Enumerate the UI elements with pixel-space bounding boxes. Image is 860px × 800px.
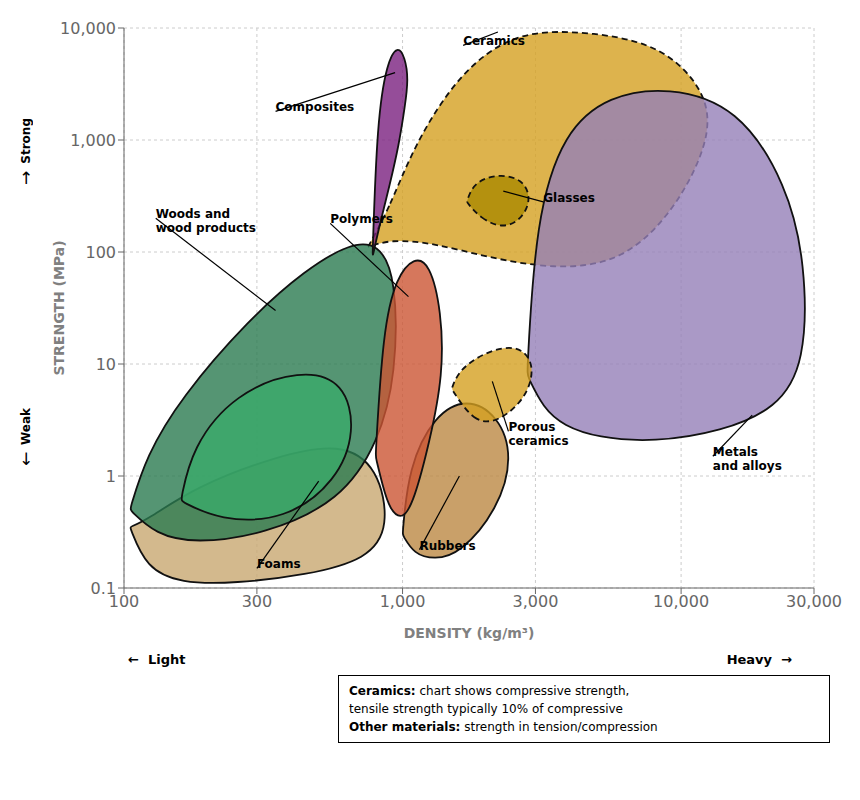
svg-text:300: 300: [242, 592, 273, 611]
html-text:Strong: Strong: [19, 118, 33, 164]
svg-text:1: 1: [106, 467, 116, 486]
svg-text:30,000: 30,000: [786, 592, 842, 611]
html-text:← Light: ← Light: [128, 652, 186, 667]
svg-text:10: 10: [96, 355, 116, 374]
svg-text:10,000: 10,000: [60, 19, 116, 38]
html-text:Ceramics: chart shows compress: Ceramics: chart shows compressive streng…: [349, 684, 630, 698]
svg-text:Glasses: Glasses: [543, 191, 595, 205]
svg-text:1,000: 1,000: [70, 131, 116, 150]
svg-text:Polymers: Polymers: [330, 212, 393, 226]
svg-text:0.1: 0.1: [91, 579, 116, 598]
svg-text:DENSITY (kg/m³): DENSITY (kg/m³): [404, 625, 535, 641]
svg-text:Porousceramics: Porousceramics: [508, 420, 568, 448]
svg-text:Composites: Composites: [276, 100, 355, 114]
svg-text:Rubbers: Rubbers: [419, 539, 475, 553]
svg-text:10,000: 10,000: [653, 592, 709, 611]
svg-text:3,000: 3,000: [513, 592, 559, 611]
html-text:Weak: Weak: [19, 408, 33, 445]
svg-text:Foams: Foams: [257, 557, 301, 571]
svg-text:STRENGTH (MPa): STRENGTH (MPa): [51, 240, 67, 375]
svg-text:1,000: 1,000: [380, 592, 426, 611]
svg-text:Woods andwood products: Woods andwood products: [156, 207, 256, 235]
html-text:tensile strength typically 10%: tensile strength typically 10% of compre…: [349, 702, 623, 716]
html-text:Other materials: strength in t: Other materials: strength in tension/com…: [349, 720, 658, 734]
svg-text:100: 100: [85, 243, 116, 262]
svg-text:100: 100: [108, 592, 140, 612]
html-text:Heavy →: Heavy →: [726, 652, 792, 667]
svg-text:Metalsand alloys: Metalsand alloys: [713, 445, 782, 473]
svg-text:Ceramics: Ceramics: [463, 34, 525, 48]
